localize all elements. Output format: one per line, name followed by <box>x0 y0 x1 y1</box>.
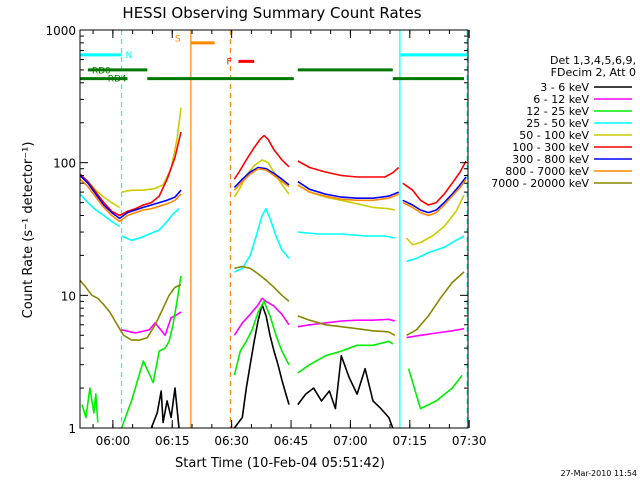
legend-header-line: FDecim 2, Att 0 <box>551 66 636 79</box>
series-line-2 <box>297 340 394 374</box>
y-tick-label: 1000 <box>45 24 76 38</box>
series-line-6 <box>297 180 399 199</box>
legend-label: 800 - 7000 keV <box>505 165 589 178</box>
flag-label-s: S <box>175 34 181 44</box>
series-line-0 <box>297 354 394 429</box>
series-line-8 <box>297 315 396 336</box>
y-tick-label: 100 <box>53 157 76 171</box>
series-line-6 <box>233 166 290 189</box>
legend-label: 12 - 25 keV <box>526 105 589 118</box>
footer-date: 27-Mar-2010 11:54 <box>561 469 638 478</box>
series-line-1 <box>233 297 290 336</box>
flag-label-f: F <box>226 57 231 67</box>
y-tick-label: 1 <box>68 422 76 436</box>
series-line-7 <box>233 167 290 191</box>
x-tick-label: 07:15 <box>393 434 428 448</box>
series-line-2 <box>233 300 290 376</box>
series-line-7 <box>402 178 467 217</box>
series-line-5 <box>402 160 467 206</box>
x-tick-label: 06:30 <box>214 434 249 448</box>
series-line-4 <box>121 107 182 193</box>
series-line-3 <box>79 193 121 228</box>
y-tick-label: 10 <box>61 289 76 303</box>
series-line-8 <box>406 271 465 336</box>
series-line-5 <box>233 134 290 180</box>
series-line-8 <box>234 265 290 303</box>
flag-label-rd4: RD4 <box>108 74 127 84</box>
x-tick-label: 06:45 <box>274 434 309 448</box>
legend-label: 50 - 100 keV <box>519 129 589 142</box>
x-tick-label: 07:00 <box>333 434 368 448</box>
legend-label: 3 - 6 keV <box>540 81 589 94</box>
legend-label: 100 - 300 keV <box>512 141 589 154</box>
legend-label: 25 - 50 keV <box>526 117 589 130</box>
series-line-5 <box>79 131 182 217</box>
legend-header-line: Det 1,3,4,5,6,9, <box>550 54 636 67</box>
series-line-5 <box>297 160 400 178</box>
x-tick-label: 06:15 <box>155 434 190 448</box>
series-line-0 <box>150 387 180 429</box>
flag-label-n: N <box>126 51 133 61</box>
legend-label: 6 - 12 keV <box>533 93 589 106</box>
series-line-4 <box>406 194 465 246</box>
flag-label-rd0: RD0 <box>92 66 111 76</box>
series-line-3 <box>406 235 465 263</box>
series-line-3 <box>121 208 180 242</box>
x-tick-label: 06:00 <box>96 434 131 448</box>
legend: Det 1,3,4,5,6,9,FDecim 2, Att 0 3 - 6 keV… <box>491 54 636 190</box>
y-axis-label: Count Rate (s⁻¹ detector⁻¹) <box>21 142 36 319</box>
series-line-1 <box>297 318 396 328</box>
series-line-3 <box>297 231 395 239</box>
legend-label: 300 - 800 keV <box>512 153 589 166</box>
series-line-1 <box>406 327 465 339</box>
series-line-2 <box>407 368 463 410</box>
series-line-7 <box>297 184 400 202</box>
series-line-3 <box>234 207 290 273</box>
x-axis-label: Start Time (10-Feb-04 05:51:42) <box>175 456 385 471</box>
axes-layer: 1 10 100 1000 06:00 06:15 06:30 06:45 07:00 07:15… <box>45 24 486 448</box>
series-line-8 <box>79 279 182 341</box>
legend-label: 7000 - 20000 keV <box>491 177 589 190</box>
series-line-6 <box>402 176 467 214</box>
x-tick-label: 07:30 <box>452 434 487 448</box>
series-line-2 <box>120 275 182 429</box>
series-line-7 <box>79 178 182 223</box>
chart-title: HESSI Observing Summary Count Rates <box>122 4 421 22</box>
series-line-0 <box>233 303 290 429</box>
series-line-2 <box>81 387 99 423</box>
series-line-6 <box>79 174 182 220</box>
plot-frame <box>79 29 469 429</box>
